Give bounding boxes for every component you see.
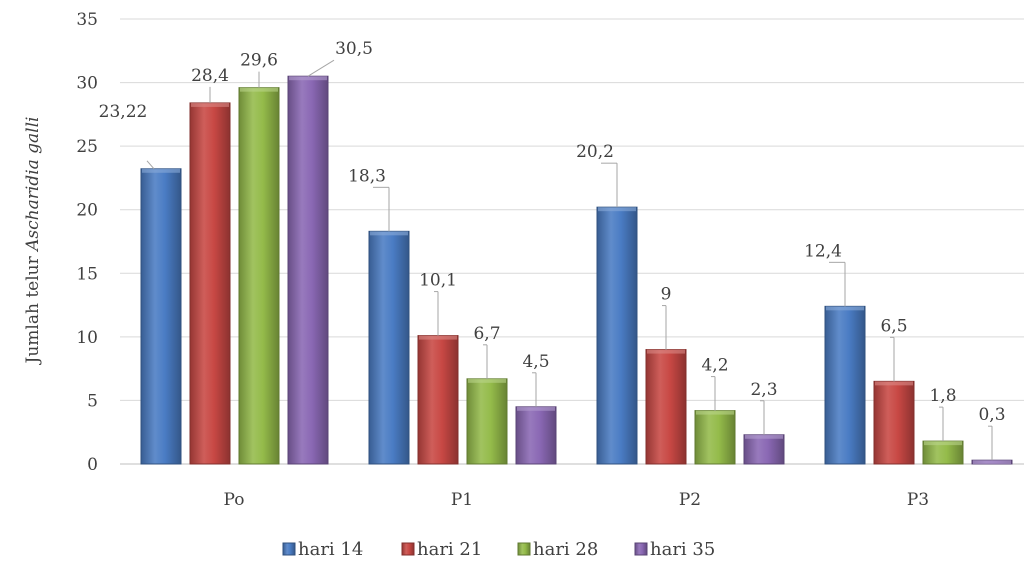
x-tick-label: P2 — [679, 490, 701, 510]
bar-cap — [924, 441, 962, 446]
bar-cap — [647, 349, 685, 354]
legend-swatch — [401, 542, 415, 556]
bar — [824, 305, 866, 465]
data-label-leaders — [146, 59, 993, 461]
bar — [466, 378, 508, 465]
bar — [596, 206, 638, 465]
bar-cap — [826, 306, 864, 311]
data-label: 0,3 — [978, 405, 1005, 425]
bar-cap — [598, 207, 636, 212]
y-tick-label: 0 — [87, 455, 98, 475]
y-tick-label: 35 — [76, 10, 98, 30]
x-axis-ticks: Po P1 P2 P3 — [224, 490, 930, 510]
data-label: 6,5 — [880, 316, 907, 336]
legend-item: hari 14 — [282, 539, 363, 560]
bar-cap — [191, 102, 229, 107]
bar — [238, 87, 280, 465]
data-label: 4,5 — [522, 352, 549, 372]
bar — [417, 335, 459, 465]
bar-cap — [973, 460, 1011, 464]
y-tick-label: 30 — [76, 74, 98, 94]
x-tick-label: Po — [224, 490, 245, 510]
y-axis-label-prefix: Jumlah telur — [23, 251, 43, 366]
data-label: 4,2 — [701, 356, 728, 376]
bar — [287, 75, 329, 465]
y-tick-label: 5 — [87, 391, 98, 411]
bar-cap — [875, 381, 913, 386]
legend-item: hari 28 — [517, 539, 598, 560]
bar-cap — [745, 434, 783, 439]
data-label: 23,22 — [99, 102, 148, 122]
legend-label: hari 28 — [533, 539, 598, 560]
y-axis-ticks: 0 5 10 15 20 25 30 35 — [76, 10, 98, 475]
legend-item: hari 21 — [401, 539, 482, 560]
data-labels: 23,22 28,4 29,6 30,5 18,3 10,1 6,7 4,5 20,2 9 4,2 2… — [99, 39, 1006, 425]
x-tick-label: P1 — [451, 490, 473, 510]
legend-label: hari 35 — [650, 539, 715, 560]
bar-cap — [142, 168, 180, 173]
bar — [645, 349, 687, 465]
x-tick-label: P3 — [907, 490, 929, 510]
bar-cap — [370, 231, 408, 236]
data-label: 9 — [661, 285, 672, 305]
data-label: 6,7 — [473, 324, 500, 344]
legend-swatch — [517, 542, 531, 556]
data-label: 30,5 — [335, 39, 373, 59]
bars — [140, 75, 1013, 465]
legend: hari 14 hari 21 hari 28 hari 35 — [282, 539, 715, 560]
y-axis-label: Jumlah telur Ascharidia galli — [23, 117, 43, 366]
legend-label: hari 14 — [298, 539, 363, 560]
data-label: 10,1 — [419, 271, 457, 291]
data-label: 18,3 — [348, 166, 386, 186]
data-label: 29,6 — [240, 51, 278, 71]
data-label: 28,4 — [191, 66, 229, 86]
bar-cap — [696, 410, 734, 415]
legend-label: hari 21 — [417, 539, 482, 560]
leader-line — [307, 59, 335, 77]
bar — [189, 102, 231, 465]
y-tick-label: 25 — [76, 137, 98, 157]
legend-swatch — [282, 542, 296, 556]
y-tick-label: 20 — [76, 201, 98, 221]
bar — [515, 406, 557, 465]
bar-cap — [468, 378, 506, 383]
y-tick-label: 10 — [76, 328, 98, 348]
bar-cap — [240, 87, 278, 92]
data-label: 1,8 — [929, 386, 956, 406]
y-axis-label-italic: Ascharidia galli — [23, 117, 43, 253]
bar-cap — [289, 76, 327, 81]
bar — [368, 230, 410, 465]
bar — [743, 434, 785, 465]
bar-cap — [419, 335, 457, 340]
leader-line — [146, 160, 155, 170]
bar — [873, 380, 915, 465]
data-label: 20,2 — [576, 142, 614, 162]
bar-cap — [517, 406, 555, 411]
bar — [694, 410, 736, 465]
y-tick-label: 15 — [76, 264, 98, 284]
data-label: 12,4 — [804, 241, 842, 261]
legend-swatch — [634, 542, 648, 556]
bar — [140, 168, 182, 465]
legend-item: hari 35 — [634, 539, 715, 560]
data-label: 2,3 — [750, 380, 777, 400]
